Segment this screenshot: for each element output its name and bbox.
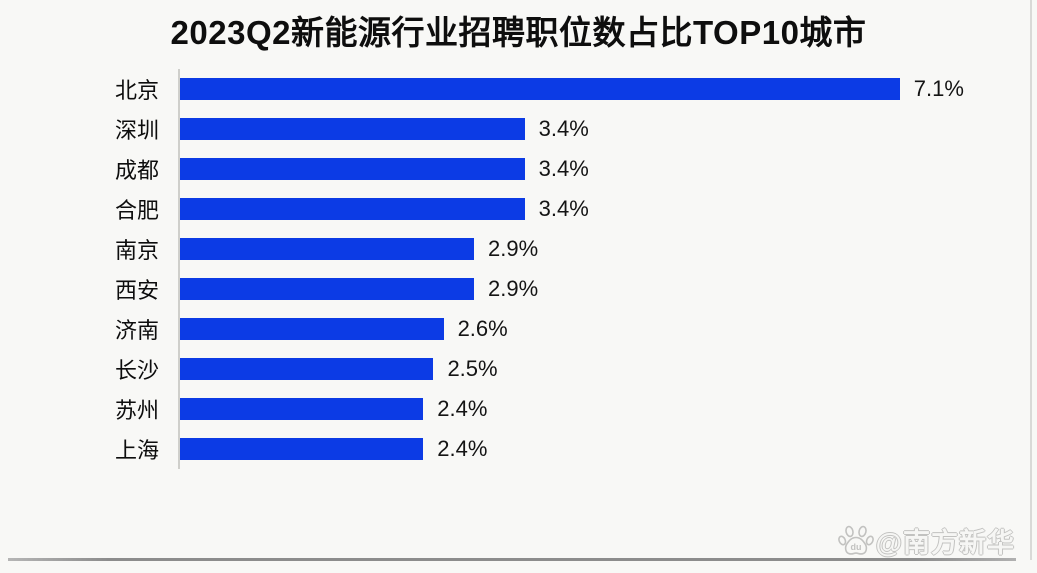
bar-track: 2.9% — [178, 269, 1029, 309]
chart-row: 北京 7.1% — [0, 69, 1029, 109]
bar-chart: 北京 7.1% 深圳 3.4% 成都 3.4% 合肥 3.4% 南京 2.9% 西安 2.9% 济南 2.… — [0, 69, 1029, 469]
value-label: 3.4% — [538, 156, 589, 181]
category-label: 西安 — [114, 278, 159, 303]
baidu-paw-icon: du — [837, 525, 874, 555]
bar — [180, 78, 900, 100]
value-label: 3.4% — [538, 196, 589, 221]
bottom-divider — [8, 558, 1016, 561]
bar — [180, 118, 525, 140]
bar-track: 2.6% — [178, 309, 1029, 349]
baidu-paw-du-text: du — [850, 542, 861, 552]
category-label: 北京 — [114, 78, 159, 103]
value-label: 2.4% — [437, 396, 488, 421]
watermark-text: @南方新华 — [875, 528, 1015, 558]
bar — [180, 158, 525, 180]
bar-track: 3.4% — [178, 109, 1029, 149]
chart-row: 西安 2.9% — [0, 269, 1029, 309]
chart-row: 长沙 2.5% — [0, 349, 1029, 389]
bar — [180, 358, 434, 380]
value-label: 2.9% — [487, 236, 539, 261]
category-label: 上海 — [114, 438, 159, 463]
bar — [180, 278, 474, 300]
bar-track: 3.4% — [178, 189, 1029, 229]
bar-track: 2.4% — [178, 389, 1029, 429]
bar-track: 2.4% — [178, 429, 1029, 469]
chart-row: 济南 2.6% — [0, 309, 1029, 349]
bar-track: 2.9% — [178, 229, 1029, 269]
bar — [180, 238, 474, 260]
chart-title: 2023Q2新能源行业招聘职位数占比TOP10城市 — [170, 14, 867, 51]
value-label: 2.6% — [457, 316, 508, 341]
value-label: 2.4% — [437, 436, 488, 461]
category-label: 成都 — [114, 158, 159, 183]
bar — [180, 438, 424, 460]
category-label: 苏州 — [114, 398, 159, 423]
value-label: 2.9% — [487, 276, 539, 301]
chart-row: 上海 2.4% — [0, 429, 1029, 469]
chart-row: 深圳 3.4% — [0, 109, 1029, 149]
watermark: du @南方新华 — [837, 521, 1015, 560]
chart-row: 南京 2.9% — [0, 229, 1029, 269]
chart-row: 合肥 3.4% — [0, 189, 1029, 229]
bar-track: 7.1% — [178, 69, 1029, 109]
category-label: 合肥 — [114, 198, 159, 223]
value-label: 7.1% — [913, 76, 964, 101]
bar-track: 2.5% — [178, 349, 1029, 389]
chart-row: 苏州 2.4% — [0, 389, 1029, 429]
category-label: 济南 — [114, 318, 159, 343]
bar — [180, 198, 525, 220]
category-label: 深圳 — [114, 118, 159, 143]
category-label: 南京 — [114, 238, 159, 263]
value-label: 3.4% — [538, 116, 589, 141]
bar — [180, 318, 444, 340]
chart-row: 成都 3.4% — [0, 149, 1029, 189]
page-edge-line — [1030, 0, 1032, 560]
value-label: 2.5% — [447, 356, 498, 381]
bar — [180, 398, 424, 420]
bar-track: 3.4% — [178, 149, 1029, 189]
category-label: 长沙 — [114, 358, 159, 383]
